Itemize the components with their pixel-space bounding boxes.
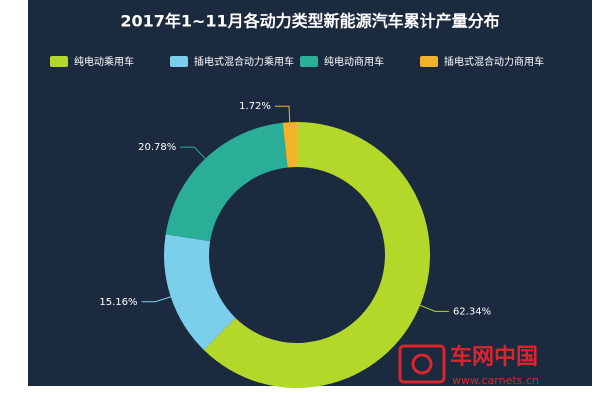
legend-label: 纯电动商用车	[324, 55, 384, 68]
leader-line	[419, 304, 449, 312]
legend-swatch	[170, 56, 188, 67]
donut-slice	[165, 122, 288, 242]
data-label: 20.78%	[138, 142, 176, 153]
watermark-brand: 车网中国	[450, 344, 538, 370]
data-label: 15.16%	[99, 297, 137, 308]
legend-label: 插电式混合动力商用车	[444, 55, 544, 68]
legend-swatch	[50, 56, 68, 67]
donut-slice	[282, 122, 297, 168]
watermark-url: www.carnets.cn	[452, 374, 539, 387]
legend-swatch	[420, 56, 438, 67]
watermark-logo	[411, 353, 433, 375]
leader-line	[180, 146, 206, 160]
legend-label: 纯电动乘用车	[74, 55, 134, 68]
data-label: 1.72%	[239, 101, 271, 112]
legend-swatch	[300, 56, 318, 67]
leader-line	[274, 105, 291, 123]
chart-title: 2017年1~11月各动力类型新能源汽车累计产量分布	[120, 12, 499, 31]
data-label: 62.34%	[453, 306, 491, 317]
watermark-logo	[398, 344, 446, 384]
legend-label: 插电式混合动力乘用车	[194, 55, 294, 68]
donut-slice	[203, 122, 430, 388]
donut-slice	[164, 234, 236, 350]
leader-line	[141, 296, 171, 303]
watermark: 车网中国 www.carnets.cn	[398, 344, 539, 387]
